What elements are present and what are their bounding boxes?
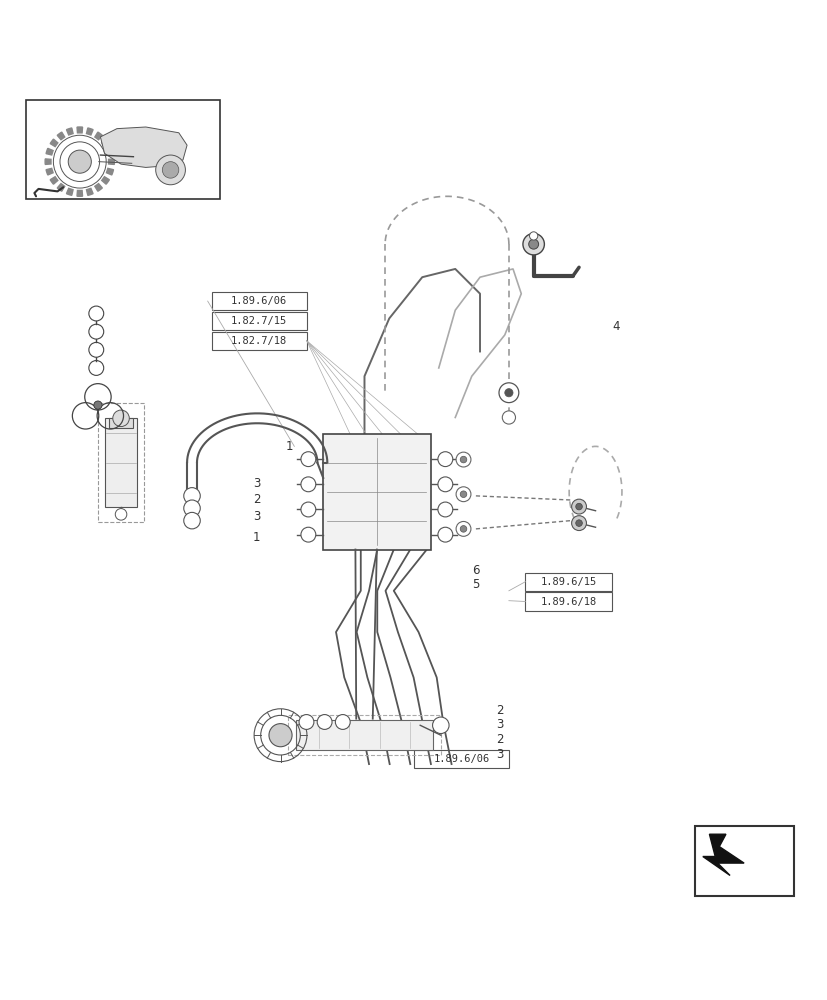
Text: 4: 4 — [611, 320, 619, 333]
Polygon shape — [95, 184, 103, 191]
Polygon shape — [77, 127, 83, 133]
Bar — [109, 418, 132, 428]
Circle shape — [437, 452, 452, 467]
Circle shape — [93, 401, 102, 409]
Circle shape — [335, 715, 350, 729]
Polygon shape — [107, 148, 113, 155]
Circle shape — [88, 324, 103, 339]
Text: 2: 2 — [496, 704, 504, 717]
Polygon shape — [102, 177, 109, 184]
Circle shape — [299, 715, 313, 729]
Circle shape — [432, 717, 448, 734]
Polygon shape — [46, 148, 53, 155]
Text: 2: 2 — [496, 733, 504, 746]
Text: 1.82.7/15: 1.82.7/15 — [231, 316, 287, 326]
Circle shape — [88, 342, 103, 357]
Bar — [295, 720, 433, 750]
Bar — [525, 573, 611, 591]
Text: 1: 1 — [286, 440, 294, 453]
Circle shape — [60, 142, 99, 181]
Circle shape — [300, 502, 315, 517]
Circle shape — [437, 527, 452, 542]
Circle shape — [300, 527, 315, 542]
Circle shape — [456, 452, 471, 467]
Text: 1.89.6/06: 1.89.6/06 — [433, 754, 489, 764]
Text: 1: 1 — [253, 531, 261, 544]
Circle shape — [155, 155, 185, 185]
Circle shape — [571, 516, 586, 531]
Polygon shape — [702, 834, 743, 875]
Bar — [323, 434, 430, 550]
Circle shape — [502, 411, 515, 424]
Polygon shape — [46, 168, 53, 175]
Circle shape — [53, 135, 106, 188]
Circle shape — [300, 452, 315, 467]
Bar — [414, 750, 509, 768]
Polygon shape — [66, 188, 73, 195]
Bar — [288, 715, 440, 755]
Circle shape — [300, 477, 315, 492]
Circle shape — [115, 509, 127, 520]
Bar — [98, 403, 144, 522]
Polygon shape — [50, 139, 58, 147]
Circle shape — [523, 233, 543, 255]
Polygon shape — [95, 132, 103, 140]
Circle shape — [184, 512, 200, 529]
Circle shape — [112, 410, 129, 427]
Polygon shape — [86, 128, 93, 135]
Text: 3: 3 — [253, 477, 261, 490]
Circle shape — [460, 491, 466, 498]
Circle shape — [88, 306, 103, 321]
Circle shape — [575, 520, 581, 526]
Circle shape — [184, 500, 200, 517]
Bar — [26, 100, 220, 199]
Bar — [212, 332, 306, 350]
Circle shape — [68, 150, 91, 173]
Polygon shape — [100, 127, 187, 167]
Circle shape — [528, 239, 538, 249]
Circle shape — [437, 502, 452, 517]
Circle shape — [575, 503, 581, 510]
Circle shape — [162, 162, 179, 178]
Circle shape — [571, 499, 586, 514]
Text: 3: 3 — [496, 718, 504, 731]
Text: 6: 6 — [471, 564, 479, 577]
Polygon shape — [66, 128, 73, 135]
Circle shape — [499, 383, 519, 403]
Polygon shape — [45, 159, 51, 164]
Polygon shape — [102, 139, 109, 147]
Bar — [212, 312, 306, 330]
Text: 2: 2 — [253, 493, 261, 506]
Circle shape — [456, 487, 471, 502]
Circle shape — [460, 526, 466, 532]
Circle shape — [184, 488, 200, 504]
Text: 5: 5 — [471, 578, 479, 591]
Bar — [525, 592, 611, 611]
Polygon shape — [107, 168, 113, 175]
Circle shape — [504, 389, 513, 397]
Circle shape — [437, 477, 452, 492]
Polygon shape — [50, 177, 58, 184]
Circle shape — [529, 232, 537, 240]
Polygon shape — [108, 159, 114, 164]
Circle shape — [317, 715, 332, 729]
Circle shape — [460, 456, 466, 463]
Polygon shape — [57, 184, 65, 191]
Polygon shape — [77, 190, 83, 196]
Circle shape — [269, 724, 292, 747]
Text: 1.89.6/06: 1.89.6/06 — [231, 296, 287, 306]
Circle shape — [456, 521, 471, 536]
Bar — [212, 292, 306, 310]
Text: 1.89.6/18: 1.89.6/18 — [540, 597, 596, 607]
Bar — [105, 418, 137, 507]
Text: 3: 3 — [496, 748, 504, 761]
Text: 1.89.6/15: 1.89.6/15 — [540, 577, 596, 587]
Text: 1.82.7/18: 1.82.7/18 — [231, 336, 287, 346]
Text: 3: 3 — [253, 510, 261, 523]
Bar — [694, 826, 792, 896]
Polygon shape — [86, 188, 93, 195]
Polygon shape — [57, 132, 65, 140]
Circle shape — [88, 361, 103, 375]
